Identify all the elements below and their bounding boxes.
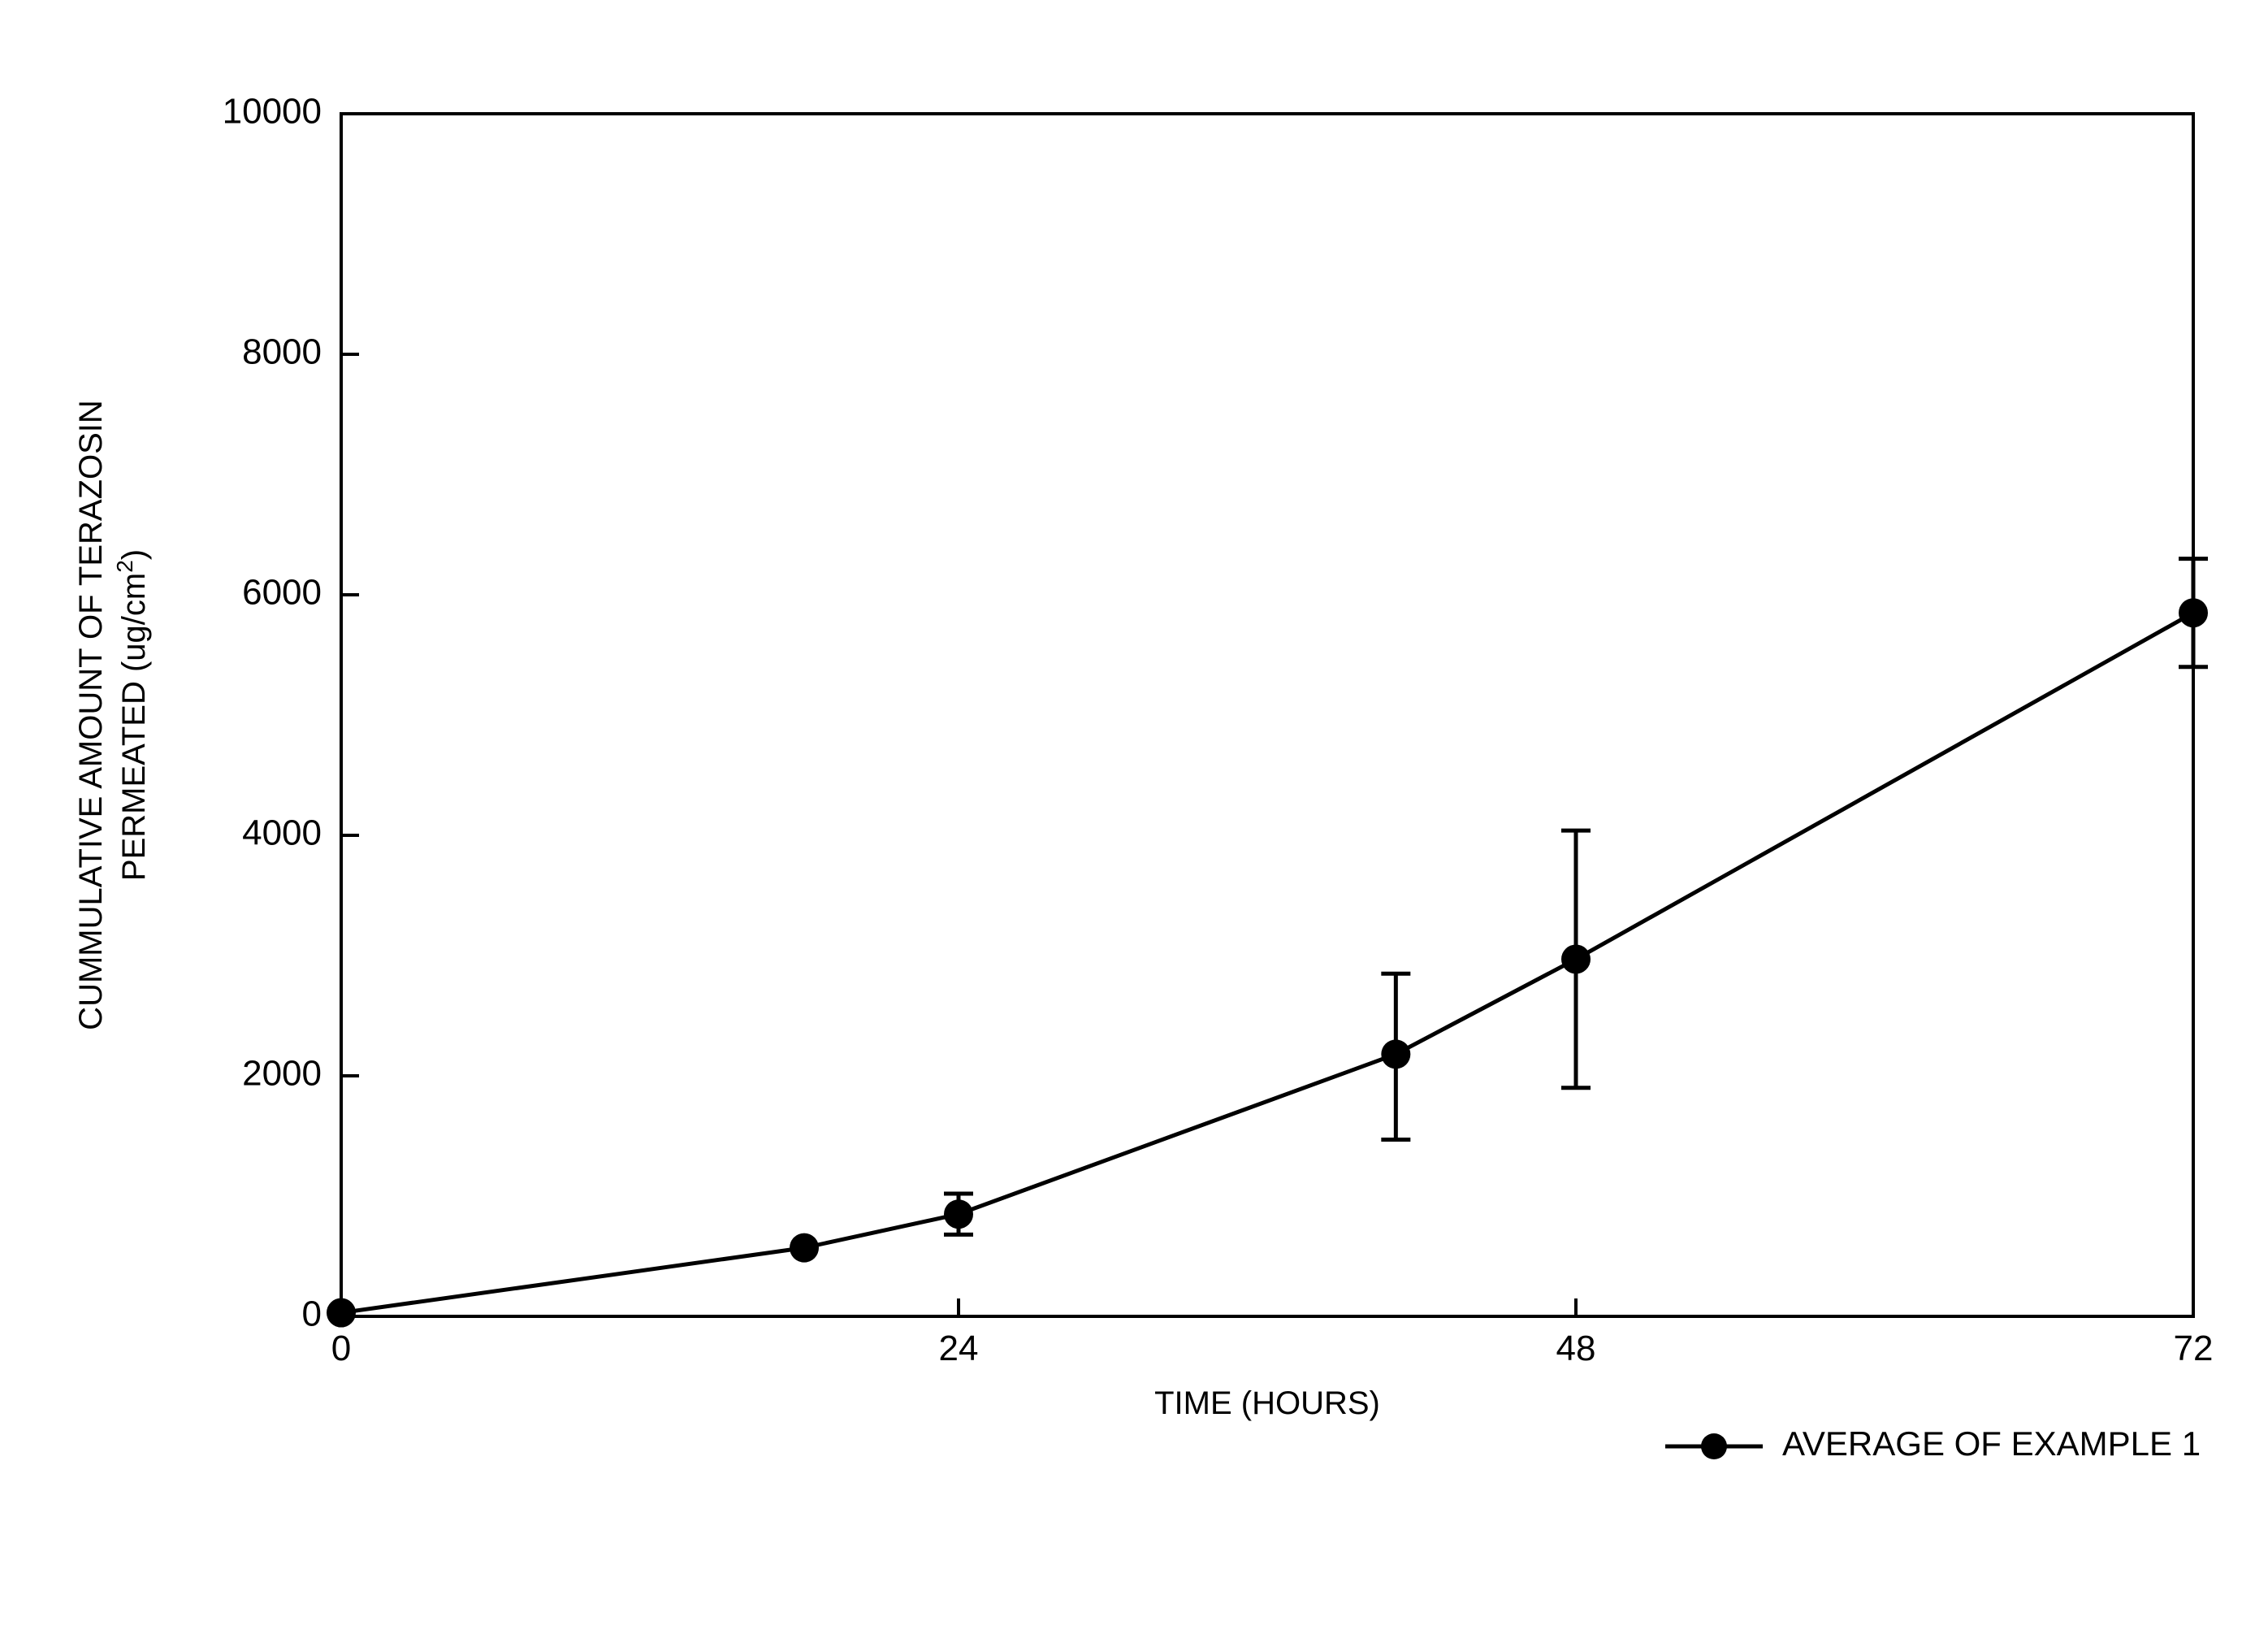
y-tick-label: 6000 (242, 573, 322, 613)
x-axis-label: TIME (HOURS) (1154, 1385, 1380, 1421)
x-tick-label: 48 (1556, 1329, 1596, 1368)
data-point-marker (1561, 944, 1591, 973)
y-axis-label-line2-sup: 2 (112, 560, 137, 573)
chart-container: 0 2000 4000 6000 8000 10000 0 24 48 72 TIME (HOURS… (0, 0, 2268, 1630)
legend-marker-icon (1701, 1433, 1727, 1459)
y-axis-label-line2: PERMEATED (ug/cm2) (112, 549, 153, 881)
y-axis-label-line2-close: ) (116, 549, 152, 560)
y-tick-label: 4000 (242, 813, 322, 853)
plot-border (341, 114, 2193, 1316)
y-tick-label: 10000 (223, 92, 322, 132)
chart-svg: 0 2000 4000 6000 8000 10000 0 24 48 72 TIME (HOURS… (0, 0, 2268, 1630)
data-point-marker (944, 1199, 973, 1229)
series-line (341, 613, 2193, 1312)
data-point-marker (327, 1298, 356, 1328)
x-tick-label: 24 (939, 1329, 979, 1368)
data-point-marker (790, 1233, 819, 1263)
data-point-marker (1381, 1039, 1410, 1069)
x-tick-label: 72 (2174, 1329, 2214, 1368)
y-tick-label: 2000 (242, 1054, 322, 1094)
x-tick-label: 0 (331, 1329, 351, 1368)
data-point-marker (2179, 598, 2208, 627)
y-axis-label-group: CUMMULATIVE AMOUNT OF TERAZOSINPERMEATED… (73, 400, 152, 1030)
y-axis-label-line1: CUMMULATIVE AMOUNT OF TERAZOSIN (73, 400, 109, 1030)
y-tick-label: 0 (302, 1294, 322, 1334)
y-tick-label: 8000 (242, 332, 322, 372)
y-axis-label-line2-main: PERMEATED (ug/cm (116, 573, 152, 881)
legend-label: AVERAGE OF EXAMPLE 1 (1782, 1424, 2201, 1463)
